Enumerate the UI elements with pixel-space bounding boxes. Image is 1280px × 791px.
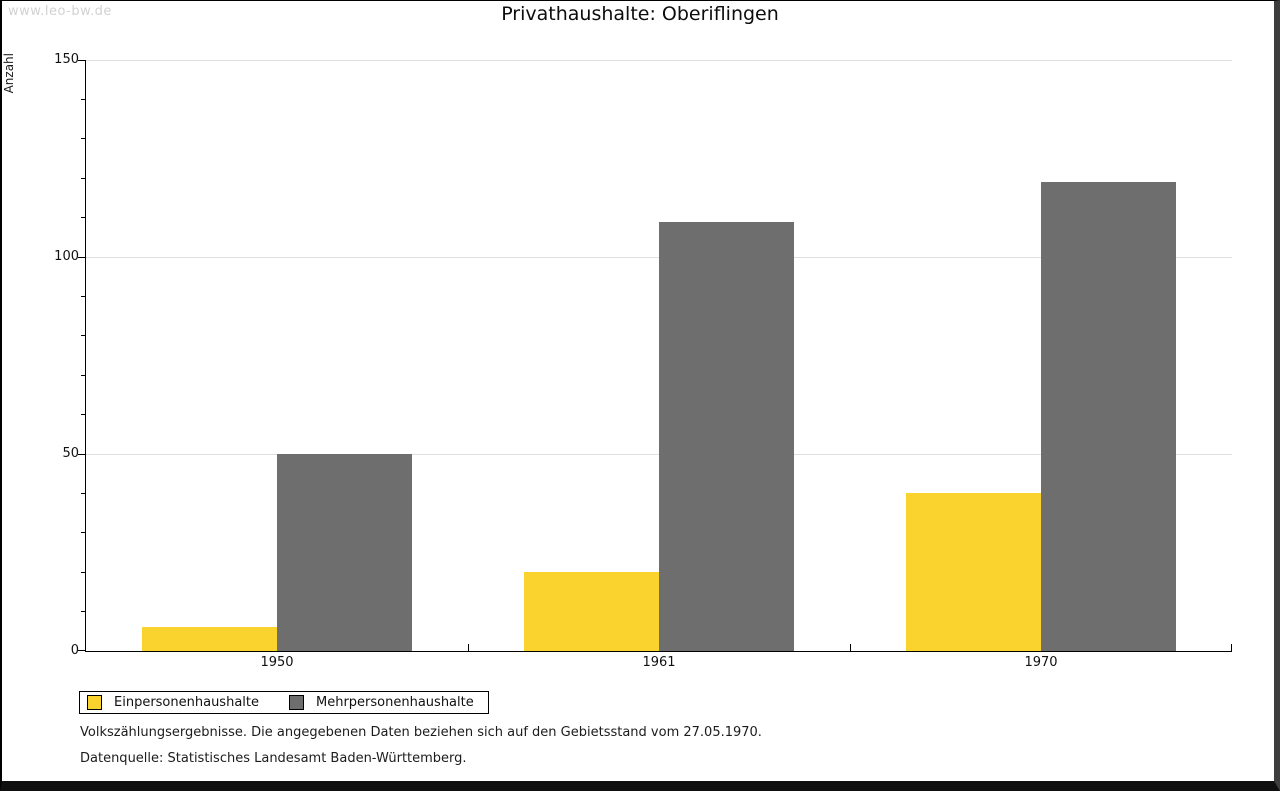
plot-area: 0 50 100 150 1950 1961 1970 <box>54 53 1232 670</box>
y-minor-tick <box>81 98 86 100</box>
bar-mehrpersonenhaushalte-1950 <box>277 454 412 651</box>
legend-swatch-icon <box>289 695 304 710</box>
y-minor-tick <box>81 532 86 534</box>
footnote-line: Datenquelle: Statistisches Landesamt Bad… <box>80 751 467 766</box>
y-tick-label: 150 <box>54 52 79 67</box>
chart-title: Privathaushalte: Oberiflingen <box>501 3 779 25</box>
legend-swatch-icon <box>87 695 102 710</box>
x-category-label: 1961 <box>642 655 676 670</box>
y-minor-tick <box>81 414 86 416</box>
gridline-y-150 <box>86 60 1232 61</box>
y-minor-tick <box>81 138 86 140</box>
y-minor-tick <box>81 492 86 494</box>
x-axis-end-tick <box>1231 644 1232 651</box>
y-major-tick <box>78 650 86 651</box>
watermark: www.leo-bw.de <box>8 4 112 19</box>
bar-mehrpersonenhaushalte-1970 <box>1041 182 1176 651</box>
bar-einpersonenhaushalte-1950 <box>142 627 277 651</box>
legend-item: Mehrpersonenhaushalte <box>289 695 474 710</box>
y-minor-tick <box>81 571 86 573</box>
bar-einpersonenhaushalte-1970 <box>906 493 1041 651</box>
y-major-tick <box>78 59 86 61</box>
x-category-label: 1950 <box>260 655 294 670</box>
y-tick-label: 0 <box>70 643 79 658</box>
footnote-line: Volkszählungsergebnisse. Die angegebenen… <box>80 725 762 740</box>
y-minor-tick <box>81 611 86 613</box>
x-axis-tick <box>468 644 469 651</box>
bar-mehrpersonenhaushalte-1961 <box>659 221 794 651</box>
y-minor-tick <box>81 374 86 376</box>
x-category-label: 1970 <box>1024 655 1058 670</box>
bar-einpersonenhaushalte-1961 <box>524 572 659 651</box>
y-minor-tick <box>81 335 86 337</box>
y-major-tick <box>78 453 86 455</box>
y-major-tick <box>78 256 86 258</box>
y-tick-label: 100 <box>54 249 79 264</box>
legend-item: Einpersonenhaushalte <box>87 695 259 710</box>
y-minor-tick <box>81 217 86 219</box>
legend-label: Mehrpersonenhaushalte <box>316 695 474 710</box>
y-axis-title: Anzahl <box>2 53 16 94</box>
y-minor-tick <box>81 295 86 297</box>
legend-label: Einpersonenhaushalte <box>114 695 259 710</box>
legend: Einpersonenhaushalte Mehrpersonenhaushalt… <box>79 691 489 714</box>
y-minor-tick <box>81 177 86 179</box>
y-tick-label: 50 <box>62 446 79 461</box>
x-axis-tick <box>850 644 851 651</box>
